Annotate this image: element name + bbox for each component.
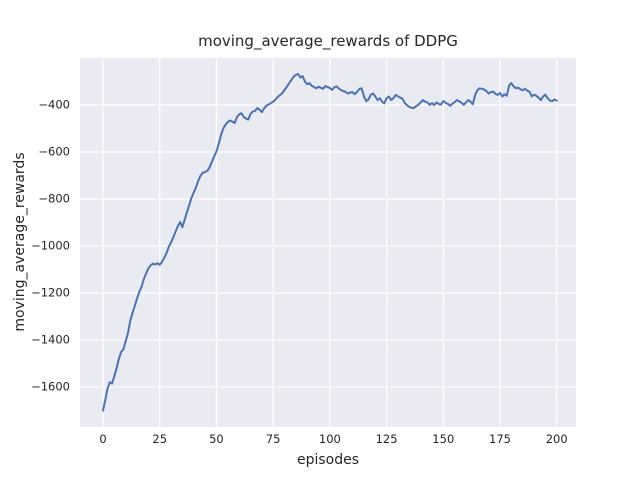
plot-area — [80, 58, 576, 427]
x-axis-label: episodes — [296, 452, 360, 468]
chart-title: moving_average_rewards of DDPG — [198, 32, 458, 50]
y-tick-label: −1600 — [31, 379, 70, 394]
x-tick-label: 150 — [432, 432, 455, 446]
x-tick-label: 125 — [375, 432, 398, 446]
y-tick-label: −1400 — [31, 332, 70, 347]
y-axis-label: moving_average_rewards — [12, 152, 28, 332]
y-tick-label: −800 — [38, 191, 70, 206]
x-tick-label: 100 — [318, 432, 341, 446]
x-tick-label: 200 — [545, 432, 568, 446]
grid-lines — [80, 58, 576, 427]
reward-line-series — [102, 73, 558, 412]
y-tick-label: −1000 — [31, 238, 70, 253]
y-tick-label: −1200 — [31, 285, 70, 300]
y-tick-label: −400 — [38, 97, 70, 112]
x-tick-label: 25 — [152, 432, 168, 446]
x-tick-label: 75 — [265, 432, 281, 446]
y-tick-label: −600 — [38, 144, 70, 159]
x-tick-label: 50 — [209, 432, 224, 446]
x-tick-label: 175 — [489, 432, 511, 446]
x-tick-label: 0 — [99, 432, 107, 446]
